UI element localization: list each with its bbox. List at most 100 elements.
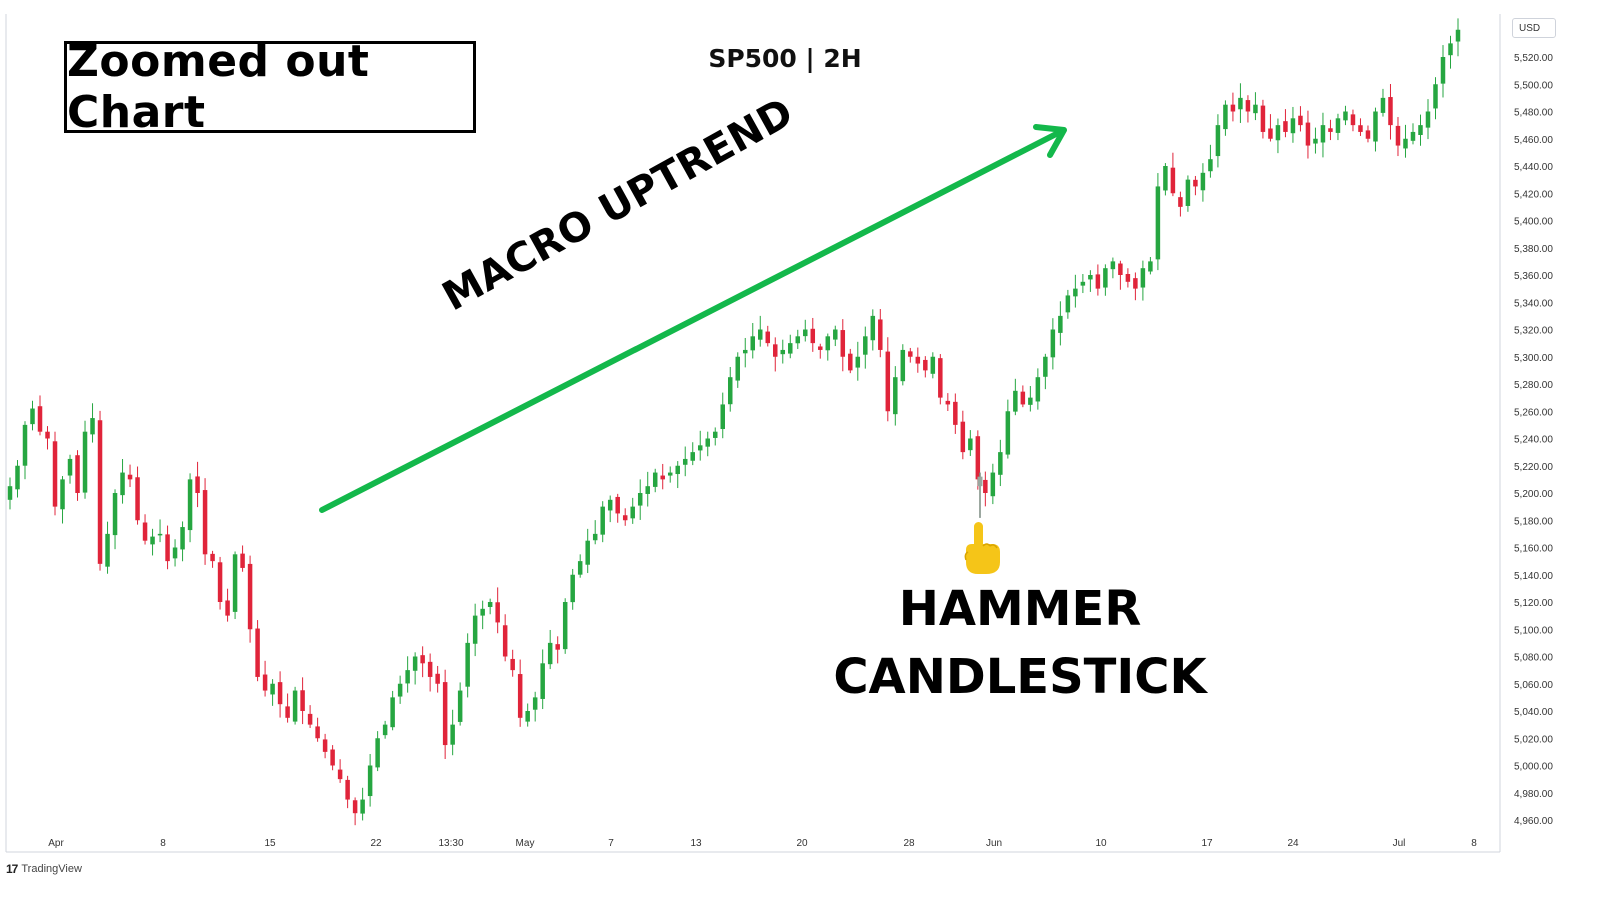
candle-body bbox=[780, 349, 786, 355]
candle-body bbox=[1410, 131, 1416, 141]
candle-body bbox=[337, 769, 343, 780]
tradingview-branding[interactable]: 17 TradingView bbox=[6, 862, 82, 876]
chart-title: SP500 | 2H bbox=[708, 44, 862, 73]
candle-body bbox=[1448, 43, 1453, 56]
candle-body bbox=[195, 476, 200, 493]
candle-body bbox=[1328, 128, 1333, 132]
candle-body bbox=[247, 563, 253, 630]
candles-group bbox=[7, 18, 1461, 826]
candle-body bbox=[1058, 315, 1063, 333]
candle-body bbox=[217, 562, 223, 602]
candle-body bbox=[1005, 411, 1011, 455]
candle-body bbox=[833, 329, 838, 340]
candle-body bbox=[1403, 138, 1408, 149]
candle-body bbox=[975, 436, 981, 480]
candle-body bbox=[915, 356, 921, 364]
price-tick-label: 5,460.00 bbox=[1514, 135, 1553, 146]
candle-body bbox=[1395, 125, 1401, 146]
candle-body bbox=[743, 349, 748, 354]
candle-body bbox=[1245, 100, 1251, 112]
candle-body bbox=[1230, 104, 1236, 112]
candle-body bbox=[465, 642, 470, 687]
hammer-label-line2: CANDLESTICK bbox=[833, 649, 1207, 705]
candle-body bbox=[945, 400, 951, 405]
candle-body bbox=[1050, 329, 1056, 358]
candle-body bbox=[1380, 97, 1386, 113]
candle-body bbox=[960, 421, 966, 453]
candle-body bbox=[735, 356, 741, 381]
candle-body bbox=[382, 724, 388, 736]
candle-body bbox=[1028, 397, 1033, 405]
price-tick-label: 5,040.00 bbox=[1514, 707, 1553, 718]
candle-body bbox=[1140, 268, 1146, 288]
candle-body bbox=[22, 424, 28, 466]
price-tick-label: 4,980.00 bbox=[1514, 789, 1553, 800]
candle-body bbox=[1365, 130, 1371, 139]
price-tick-label: 5,180.00 bbox=[1514, 516, 1553, 527]
hammer-candlestick-label: HAMMER CANDLESTICK bbox=[820, 575, 1220, 711]
time-tick-label: 13 bbox=[690, 838, 702, 849]
candle-body bbox=[360, 799, 365, 814]
candle-body bbox=[540, 663, 545, 699]
candle-body bbox=[1418, 125, 1423, 136]
price-tick-label: 5,100.00 bbox=[1514, 625, 1553, 636]
time-tick-label: 24 bbox=[1287, 838, 1299, 849]
candle-body bbox=[435, 673, 440, 684]
candle-body bbox=[923, 359, 928, 371]
candle-body bbox=[7, 486, 13, 500]
price-tick-label: 5,360.00 bbox=[1514, 271, 1553, 282]
candle-body bbox=[615, 496, 620, 514]
candle-body bbox=[1200, 172, 1206, 191]
zoom-label-box: Zoomed out Chart bbox=[64, 36, 476, 138]
candle-body bbox=[75, 455, 80, 493]
candle-body bbox=[60, 479, 65, 510]
candle-body bbox=[495, 602, 500, 623]
candle-body bbox=[878, 319, 883, 350]
candle-body bbox=[442, 682, 448, 746]
candle-body bbox=[487, 602, 493, 607]
time-tick-label: 22 bbox=[370, 838, 382, 849]
price-tick-label: 5,500.00 bbox=[1514, 80, 1553, 91]
candle-body bbox=[330, 749, 335, 766]
candle-body bbox=[1425, 111, 1431, 128]
currency-badge[interactable]: USD bbox=[1512, 18, 1556, 38]
candle-body bbox=[210, 553, 215, 562]
candle-body bbox=[825, 336, 831, 351]
price-tick-label: 5,420.00 bbox=[1514, 189, 1553, 200]
price-tick-label: 5,200.00 bbox=[1514, 489, 1553, 500]
candle-body bbox=[690, 452, 695, 461]
price-tick-label: 5,340.00 bbox=[1514, 298, 1553, 309]
candle-body bbox=[112, 493, 118, 536]
price-tick-label: 5,260.00 bbox=[1514, 407, 1553, 418]
candle-body bbox=[390, 697, 395, 728]
candle-body bbox=[600, 506, 605, 535]
candle-body bbox=[165, 534, 170, 562]
candle-body bbox=[1290, 118, 1296, 134]
candle-body bbox=[652, 472, 658, 487]
candle-body bbox=[127, 474, 133, 480]
candle-body bbox=[998, 452, 1003, 475]
candle-body bbox=[367, 765, 373, 797]
candle-body bbox=[450, 724, 455, 745]
price-tick-label: 5,000.00 bbox=[1514, 762, 1553, 773]
candle-body bbox=[1313, 138, 1318, 144]
time-tick-label: 17 bbox=[1201, 838, 1213, 849]
pointing-hand-icon bbox=[964, 522, 1000, 574]
candle-body bbox=[930, 356, 936, 374]
candle-body bbox=[292, 690, 298, 722]
candle-body bbox=[315, 726, 320, 739]
candle-body bbox=[990, 472, 996, 497]
candle-body bbox=[30, 408, 35, 425]
candle-body bbox=[555, 644, 560, 650]
price-tick-label: 5,120.00 bbox=[1514, 598, 1553, 609]
candle-body bbox=[397, 683, 403, 697]
candle-body bbox=[90, 418, 95, 435]
candle-body bbox=[375, 738, 380, 768]
candle-body bbox=[1178, 197, 1183, 207]
price-tick-label: 5,020.00 bbox=[1514, 734, 1553, 745]
candle-body bbox=[270, 683, 275, 695]
candle-body bbox=[720, 404, 725, 430]
time-tick-label: 15 bbox=[264, 838, 276, 849]
